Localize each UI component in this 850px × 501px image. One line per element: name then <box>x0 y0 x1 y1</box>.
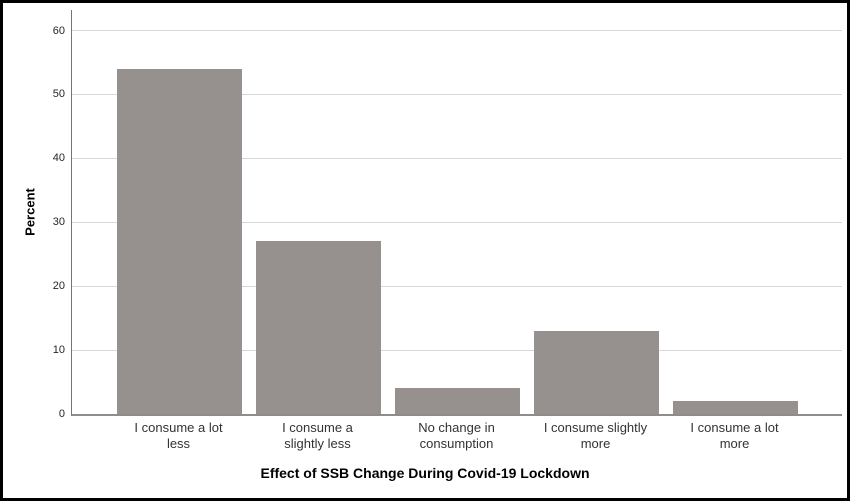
y-tick-label: 40 <box>52 152 65 165</box>
gridline <box>72 221 842 223</box>
x-tick-labels: I consume a lot less I consume a slightly l… <box>3 420 847 456</box>
x-tick-label-line: I consume a lot <box>690 420 779 435</box>
y-tick-label: 30 <box>52 216 65 229</box>
x-axis-title: Effect of SSB Change During Covid-19 Loc… <box>260 465 590 481</box>
x-tick-label-line: consumption <box>419 436 494 451</box>
x-tick-label: No change in consumption <box>387 420 526 452</box>
plot-area <box>71 10 842 416</box>
x-tick-label: I consume a lot less <box>109 420 248 452</box>
bar-4 <box>534 330 659 414</box>
x-tick-label: I consume a lot more <box>665 420 804 452</box>
x-tick-label-line: more <box>580 436 611 451</box>
x-tick-label-line: less <box>166 436 191 451</box>
y-tick-label: 0 <box>58 408 65 420</box>
gridline <box>72 93 842 95</box>
x-tick-label-line: No change in <box>418 420 495 435</box>
x-tick-label-line: I consume slightly <box>543 420 648 435</box>
bar-2 <box>256 241 381 414</box>
gridline <box>72 30 842 31</box>
x-tick-label: I consume a slightly less <box>248 420 387 452</box>
bar-5 <box>673 401 798 414</box>
y-tick-label: 20 <box>52 280 65 293</box>
gridline <box>72 157 842 159</box>
x-tick-label-line: I consume a lot <box>134 420 223 435</box>
y-tick-label: 60 <box>52 24 65 37</box>
gridline <box>72 349 842 351</box>
x-tick-label-line: slightly less <box>284 436 351 451</box>
x-tick-label-line: I consume a <box>282 420 353 435</box>
x-tick-label: I consume slightly more <box>526 420 665 452</box>
y-tick-label: 10 <box>52 344 65 357</box>
x-tick-label-line: more <box>719 436 750 451</box>
y-tick-label: 50 <box>52 88 65 101</box>
bar-3 <box>395 388 520 414</box>
gridline <box>72 285 842 287</box>
bar-1 <box>117 68 242 414</box>
y-tick-labels: 0 10 20 30 40 50 60 <box>3 10 65 421</box>
